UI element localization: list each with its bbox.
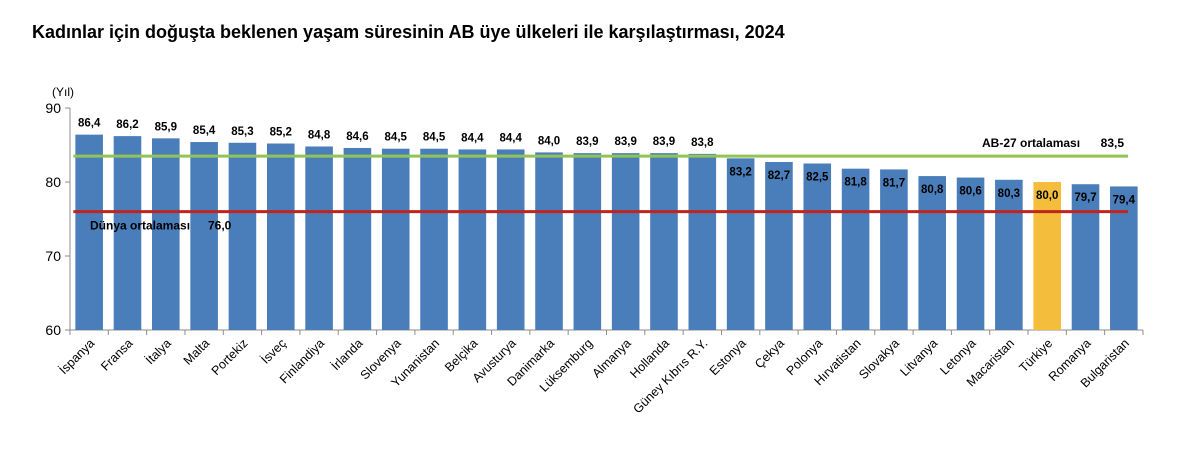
bar-25 bbox=[1033, 182, 1061, 330]
data-label-7: 84,6 bbox=[346, 131, 368, 143]
bar-0 bbox=[75, 134, 103, 330]
category-label-5: İsveç bbox=[258, 336, 289, 367]
bar-22 bbox=[918, 176, 947, 330]
data-label-19: 82,5 bbox=[806, 172, 829, 184]
data-label-9: 84,5 bbox=[423, 132, 446, 144]
y-tick-label: 70 bbox=[45, 248, 61, 264]
chart-title: Kadınlar için doğuşta beklenen yaşam sür… bbox=[32, 22, 785, 42]
bar-14 bbox=[611, 153, 640, 330]
data-label-5: 85,2 bbox=[270, 127, 292, 139]
category-label-3: Malta bbox=[181, 336, 213, 368]
category-label-14: Almanya bbox=[589, 336, 633, 380]
category-label-21: Slovakya bbox=[856, 336, 902, 382]
category-label-1: Fransa bbox=[98, 336, 135, 373]
world-average-value: 76,0 bbox=[208, 219, 232, 233]
data-label-12: 84,0 bbox=[538, 135, 560, 147]
data-label-16: 83,8 bbox=[691, 137, 714, 149]
bar-26 bbox=[1071, 184, 1100, 330]
y-tick-label: 90 bbox=[45, 100, 61, 116]
data-label-17: 83,2 bbox=[729, 166, 751, 178]
data-label-18: 82,7 bbox=[768, 170, 790, 182]
category-label-0: İspanya bbox=[56, 336, 97, 377]
bar-15 bbox=[650, 153, 678, 330]
category-label-7: İrlanda bbox=[329, 336, 366, 373]
data-label-3: 85,4 bbox=[193, 125, 216, 137]
bar-27 bbox=[1110, 186, 1138, 330]
data-label-2: 85,9 bbox=[155, 121, 177, 133]
bar-8 bbox=[381, 148, 410, 330]
bar-2 bbox=[152, 138, 180, 330]
bar-18 bbox=[765, 162, 793, 330]
data-label-26: 79,7 bbox=[1074, 192, 1096, 204]
category-label-18: Çekya bbox=[752, 336, 787, 371]
bar-19 bbox=[803, 163, 832, 330]
bar-5 bbox=[266, 143, 295, 330]
bar-11 bbox=[496, 149, 525, 330]
ab27-average-value: 83,5 bbox=[1101, 136, 1125, 150]
bar-17 bbox=[726, 158, 755, 330]
y-axis-unit-label: (Yıl) bbox=[52, 85, 74, 99]
data-label-27: 79,4 bbox=[1113, 194, 1136, 206]
category-label-2: İtalya bbox=[143, 336, 174, 367]
ab27-average-label: AB-27 ortalaması bbox=[982, 136, 1080, 150]
y-tick-label: 80 bbox=[45, 174, 61, 190]
data-label-11: 84,4 bbox=[500, 132, 523, 144]
data-label-20: 81,8 bbox=[844, 177, 867, 189]
data-label-24: 80,3 bbox=[998, 188, 1020, 200]
category-label-10: Belçika bbox=[442, 336, 480, 374]
category-label-4: Portekiz bbox=[209, 336, 251, 378]
bar-23 bbox=[956, 177, 985, 330]
bar-9 bbox=[420, 148, 448, 330]
bar-12 bbox=[535, 152, 563, 330]
bar-4 bbox=[228, 142, 257, 330]
bar-10 bbox=[458, 149, 487, 330]
bar-6 bbox=[305, 146, 333, 330]
category-label-16: Güney Kıbrıs R.Y. bbox=[630, 336, 710, 416]
bar-16 bbox=[688, 153, 717, 330]
bar-24 bbox=[995, 179, 1023, 330]
category-label-22: Litvanya bbox=[898, 336, 941, 379]
data-label-15: 83,9 bbox=[653, 136, 675, 148]
category-label-17: Estonya bbox=[707, 336, 749, 378]
bar-3 bbox=[190, 142, 218, 330]
data-label-6: 84,8 bbox=[308, 129, 331, 141]
data-label-14: 83,9 bbox=[614, 136, 636, 148]
y-tick-label: 60 bbox=[45, 322, 61, 338]
data-label-0: 86,4 bbox=[78, 118, 101, 130]
data-label-4: 85,3 bbox=[231, 126, 253, 138]
data-label-10: 84,4 bbox=[461, 132, 484, 144]
data-label-21: 81,7 bbox=[883, 177, 905, 189]
data-label-23: 80,6 bbox=[959, 186, 981, 198]
bar-20 bbox=[841, 168, 870, 330]
data-label-8: 84,5 bbox=[385, 132, 408, 144]
bar-21 bbox=[880, 169, 908, 330]
world-average-label: Dünya ortalaması bbox=[90, 219, 190, 233]
data-label-13: 83,9 bbox=[576, 136, 598, 148]
data-label-25: 80,0 bbox=[1036, 190, 1058, 202]
bar-13 bbox=[573, 153, 602, 330]
data-label-22: 80,8 bbox=[921, 184, 944, 196]
bar-1 bbox=[113, 136, 142, 330]
data-label-1: 86,2 bbox=[116, 119, 138, 131]
bar-7 bbox=[343, 147, 372, 330]
